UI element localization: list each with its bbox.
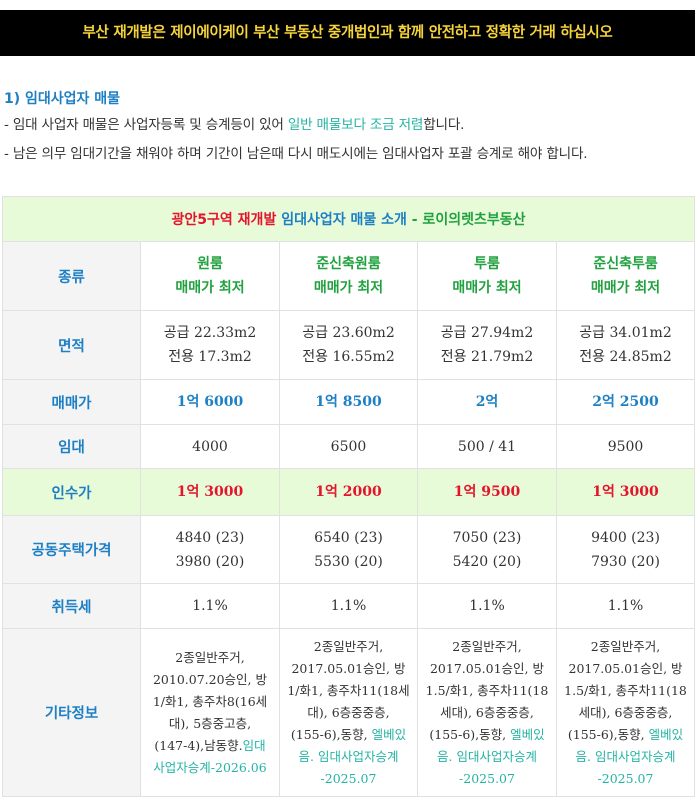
rent-cell: 500 / 41 <box>417 424 557 469</box>
intro-line-1: - 임대 사업자 매물은 사업자등록 및 승계등이 있어 일반 매물보다 조금 … <box>4 112 694 141</box>
row-label-area: 면적 <box>2 310 141 380</box>
area-cell: 공급 34.01m2 전용 24.85m2 <box>555 310 695 380</box>
rent-cell: 9500 <box>555 424 695 469</box>
table-row-etc: 기타정보 2종일반주거, 2010.07.20승인, 방 1/화1, 총주차8(… <box>2 628 695 797</box>
table-row-tax: 취득세 1.1% 1.1% 1.1% 1.1% <box>2 583 695 629</box>
intro-line-1-post: 합니다. <box>423 117 465 133</box>
rent-cell: 4000 <box>140 424 280 469</box>
acquisition-cell: 1억 9500 <box>417 468 557 516</box>
row-label-public-price: 공동주택가격 <box>2 515 141 584</box>
price-cell: 2억 2500 <box>555 379 695 425</box>
table-row-area: 면적 공급 22.33m2 전용 17.3m2 공급 23.60m2 전용 16.5… <box>2 310 695 380</box>
table-row-rent: 임대 4000 6500 500 / 41 9500 <box>2 424 695 469</box>
rent-cell: 6500 <box>279 424 418 469</box>
etc-cell: 2종일반주거, 2017.05.01승인, 방 1.5/화1, 총주차11(18… <box>417 628 557 797</box>
table-row-type: 종류 원룸 매매가 최저 준신축원룸 매매가 최저 투룸 매매가 최저 준신축투룸 매매… <box>2 241 695 311</box>
type-cell: 원룸 매매가 최저 <box>140 241 280 311</box>
table-row-acquisition: 인수가 1억 3000 1억 2000 1억 9500 1억 3000 <box>2 468 695 516</box>
section-heading: 1) 임대사업자 매물 <box>4 91 121 107</box>
public-price-cell: 7050 (23) 5420 (20) <box>417 515 557 584</box>
type-cell: 준신축원룸 매매가 최저 <box>279 241 418 311</box>
intro-section: 1) 임대사업자 매물 - 임대 사업자 매물은 사업자등록 및 승계등이 있어… <box>4 88 694 170</box>
type-cell: 준신축투룸 매매가 최저 <box>555 241 695 311</box>
row-label-tax: 취득세 <box>2 583 141 629</box>
row-label-type: 종류 <box>2 241 141 311</box>
table-row-public-price: 공동주택가격 4840 (23) 3980 (20) 6540 (23) 5530 … <box>2 515 695 584</box>
area-cell: 공급 27.94m2 전용 21.79m2 <box>417 310 557 380</box>
table-title-agent: - 로이의렛츠부동산 <box>406 212 526 228</box>
etc-cell: 2종일반주거, 2017.05.01승인, 방 1.5/화1, 총주차11(18… <box>555 628 695 797</box>
public-price-cell: 6540 (23) 5530 (20) <box>279 515 418 584</box>
tax-cell: 1.1% <box>555 583 695 629</box>
row-label-acquisition: 인수가 <box>2 468 141 516</box>
public-price-cell: 9400 (23) 7930 (20) <box>555 515 695 584</box>
price-cell: 2억 <box>417 379 557 425</box>
acquisition-cell: 1억 3000 <box>140 468 280 516</box>
area-cell: 공급 22.33m2 전용 17.3m2 <box>140 310 280 380</box>
tax-cell: 1.1% <box>140 583 280 629</box>
etc-cell: 2종일반주거, 2010.07.20승인, 방 1/화1, 총주차8(16세 대… <box>140 628 280 797</box>
etc-cell: 2종일반주거, 2017.05.01승인, 방 1/화1, 총주차11(18세 … <box>279 628 418 797</box>
public-price-cell: 4840 (23) 3980 (20) <box>140 515 280 584</box>
table-title-main: 임대사업자 매물 소개 <box>281 212 407 228</box>
type-cell: 투룸 매매가 최저 <box>417 241 557 311</box>
acquisition-cell: 1억 2000 <box>279 468 418 516</box>
tax-cell: 1.1% <box>279 583 418 629</box>
row-label-etc: 기타정보 <box>2 628 141 797</box>
intro-line-1-pre: - 임대 사업자 매물은 사업자등록 및 승계등이 있어 <box>4 117 288 133</box>
table-title: 광안5구역 재개발 임대사업자 매물 소개 - 로이의렛츠부동산 <box>1 196 695 242</box>
intro-highlight: 일반 매물보다 조금 저렴 <box>287 117 424 133</box>
table-row-price: 매매가 1억 6000 1억 8500 2억 2억 2500 <box>2 379 695 425</box>
area-cell: 공급 23.60m2 전용 16.55m2 <box>279 310 418 380</box>
price-cell: 1억 8500 <box>279 379 418 425</box>
top-banner: 부산 재개발은 제이에이케이 부산 부동산 중개법인과 함께 안전하고 정확한 … <box>0 10 695 56</box>
row-label-price: 매매가 <box>2 379 141 425</box>
property-table: 광안5구역 재개발 임대사업자 매물 소개 - 로이의렛츠부동산 종류 원룸 매매… <box>1 196 695 797</box>
intro-line-2: - 남은 의무 임대기간을 채워야 하며 기간이 남은때 다시 매도시에는 임대… <box>4 146 588 162</box>
price-cell: 1억 6000 <box>140 379 280 425</box>
table-title-area: 광안5구역 재개발 <box>171 212 282 228</box>
acquisition-cell: 1억 3000 <box>555 468 695 516</box>
row-label-rent: 임대 <box>2 424 141 469</box>
tax-cell: 1.1% <box>417 583 557 629</box>
